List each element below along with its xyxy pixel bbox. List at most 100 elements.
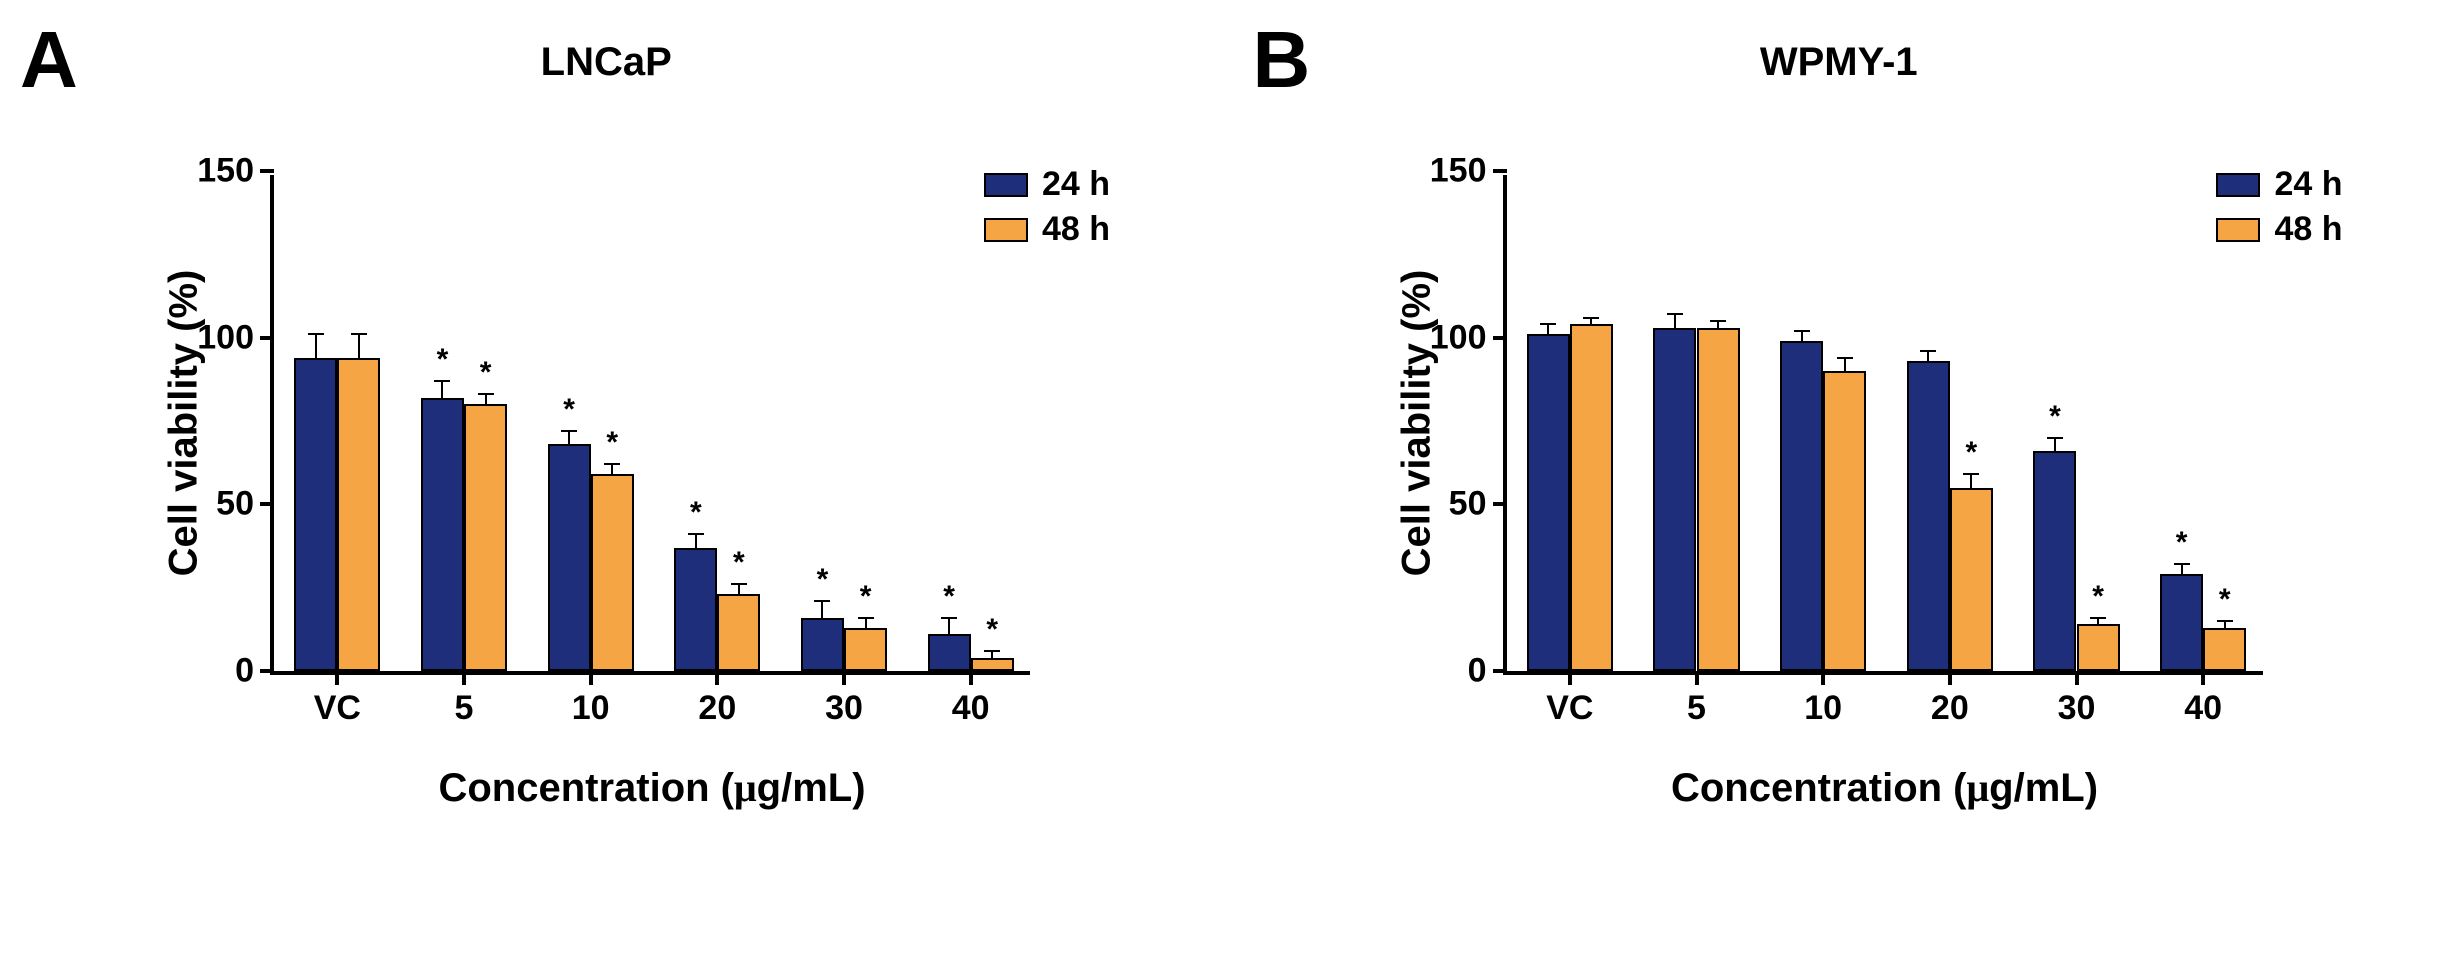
error-cap	[941, 617, 957, 619]
x-tick-label: 30	[825, 689, 863, 728]
significance-marker: *	[606, 426, 618, 460]
y-tick	[1493, 502, 1507, 506]
x-tick-label: 20	[698, 689, 736, 728]
y-tick	[1493, 669, 1507, 673]
legend-item: 24 h	[984, 165, 1110, 204]
error-bar	[611, 464, 613, 474]
y-axis-title: Cell viability (%)	[1394, 270, 1439, 577]
significance-marker: *	[437, 343, 449, 377]
bar	[1823, 371, 1866, 671]
panel-a: A LNCaP Cell viability (%) Concentration…	[20, 20, 1193, 938]
x-tick-label: VC	[314, 689, 361, 728]
significance-marker: *	[690, 496, 702, 530]
significance-marker: *	[860, 580, 872, 614]
y-tick	[260, 169, 274, 173]
bar	[1907, 361, 1950, 671]
significance-marker: *	[563, 393, 575, 427]
legend-item: 48 h	[984, 210, 1110, 249]
legend-swatch	[984, 173, 1028, 197]
error-bar	[441, 381, 443, 398]
bar	[971, 658, 1014, 671]
error-cap	[561, 430, 577, 432]
x-tick-label: 10	[572, 689, 610, 728]
y-tick-label: 50	[1449, 485, 1487, 524]
error-bar	[2224, 621, 2226, 628]
bar	[591, 474, 634, 671]
x-tick-label: 5	[455, 689, 474, 728]
bar	[928, 634, 971, 671]
error-cap	[478, 393, 494, 395]
bar	[1950, 488, 1993, 671]
y-tick-label: 150	[197, 152, 254, 191]
legend-label: 24 h	[1042, 165, 1110, 204]
significance-marker: *	[733, 546, 745, 580]
error-cap	[2047, 437, 2063, 439]
panel-title: LNCaP	[20, 40, 1193, 85]
legend-swatch	[2216, 218, 2260, 242]
chart-b: Cell viability (%) Concentration (μg/mL)…	[1423, 115, 2323, 755]
x-tick	[715, 671, 719, 685]
x-tick	[2201, 671, 2205, 685]
bar	[421, 398, 464, 671]
error-cap	[351, 333, 367, 335]
legend-label: 48 h	[2274, 210, 2342, 249]
x-axis-title: Concentration (μg/mL)	[1671, 764, 2098, 811]
x-tick-label: 40	[952, 689, 990, 728]
y-tick-label: 50	[216, 485, 254, 524]
legend: 24 h 48 h	[2216, 165, 2342, 255]
x-tick	[589, 671, 593, 685]
error-bar	[1844, 358, 1846, 371]
x-tick-label: 40	[2184, 689, 2222, 728]
x-tick	[1695, 671, 1699, 685]
error-cap	[2217, 620, 2233, 622]
y-tick-label: 0	[1468, 652, 1487, 691]
error-bar	[2097, 618, 2099, 625]
error-cap	[688, 533, 704, 535]
significance-marker: *	[2176, 526, 2188, 560]
bar	[717, 594, 760, 671]
x-tick	[1948, 671, 1952, 685]
bar	[844, 628, 887, 671]
error-cap	[814, 600, 830, 602]
y-axis-title: Cell viability (%)	[162, 270, 207, 577]
bar	[337, 358, 380, 671]
legend-label: 24 h	[2274, 165, 2342, 204]
error-bar	[315, 334, 317, 357]
error-bar	[1970, 474, 1972, 487]
significance-marker: *	[943, 580, 955, 614]
x-tick	[969, 671, 973, 685]
error-cap	[308, 333, 324, 335]
error-cap	[434, 380, 450, 382]
y-tick-label: 0	[235, 652, 254, 691]
y-tick-label: 100	[1430, 318, 1487, 357]
panel-b: B WPMY-1 Cell viability (%) Concentratio…	[1253, 20, 2426, 938]
significance-marker: *	[817, 563, 829, 597]
legend-item: 24 h	[2216, 165, 2342, 204]
bar	[674, 548, 717, 671]
error-bar	[1717, 321, 1719, 328]
x-tick	[1568, 671, 1572, 685]
error-bar	[1674, 314, 1676, 327]
error-bar	[1590, 318, 1592, 325]
error-cap	[1794, 330, 1810, 332]
error-bar	[738, 584, 740, 594]
error-cap	[984, 650, 1000, 652]
error-cap	[1667, 313, 1683, 315]
error-bar	[948, 618, 950, 635]
y-tick-label: 100	[197, 318, 254, 357]
error-bar	[2181, 564, 2183, 574]
y-tick	[1493, 169, 1507, 173]
y-tick	[1493, 336, 1507, 340]
bar	[1653, 328, 1696, 671]
plot-area: Cell viability (%) Concentration (μg/mL)…	[1503, 175, 2263, 675]
x-tick-label: 10	[1804, 689, 1842, 728]
error-bar	[1547, 324, 1549, 334]
panel-letter: A	[20, 20, 78, 100]
error-cap	[731, 583, 747, 585]
significance-marker: *	[986, 613, 998, 647]
bar	[1527, 334, 1570, 671]
bar	[1697, 328, 1740, 671]
y-tick-label: 150	[1430, 152, 1487, 191]
significance-marker: *	[2219, 583, 2231, 617]
bar	[548, 444, 591, 671]
